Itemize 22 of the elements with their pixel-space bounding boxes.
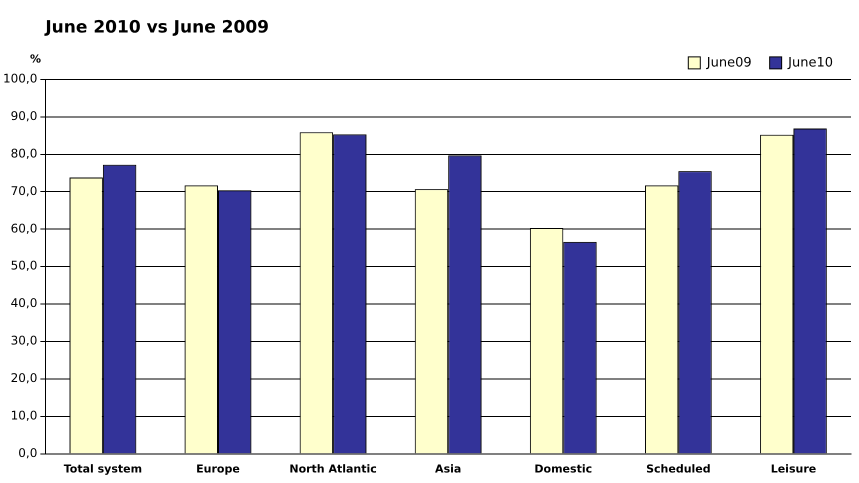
y-tick-label: 30,0 xyxy=(10,334,38,348)
x-tick-label: North Atlantic xyxy=(289,462,377,476)
y-tick-label: 100,0 xyxy=(2,72,38,86)
x-tick-label: Total system xyxy=(64,462,142,476)
y-tick-label: 80,0 xyxy=(10,146,38,160)
y-tick-label: 70,0 xyxy=(10,184,38,198)
legend-label: June09 xyxy=(706,55,752,70)
x-tick-label: Scheduled xyxy=(646,462,711,476)
x-tick-label: Europe xyxy=(196,462,240,476)
y-tick-label: 50,0 xyxy=(10,258,38,273)
legend-label: June10 xyxy=(787,55,834,70)
y-tick-label: 40,0 xyxy=(10,296,38,310)
x-tick-label: Domestic xyxy=(534,462,592,476)
y-tick-label: 60,0 xyxy=(10,221,38,236)
x-tick-label: Asia xyxy=(435,462,462,476)
x-tick-label: Leisure xyxy=(770,462,816,476)
y-axis-title: % xyxy=(30,52,42,66)
chart-title: June 2010 vs June 2009 xyxy=(44,18,269,38)
y-tick-label: 90,0 xyxy=(10,108,38,123)
y-tick-label: 10,0 xyxy=(10,408,38,422)
y-tick-label: 20,0 xyxy=(10,371,38,386)
y-tick-label: 0,0 xyxy=(18,446,38,460)
